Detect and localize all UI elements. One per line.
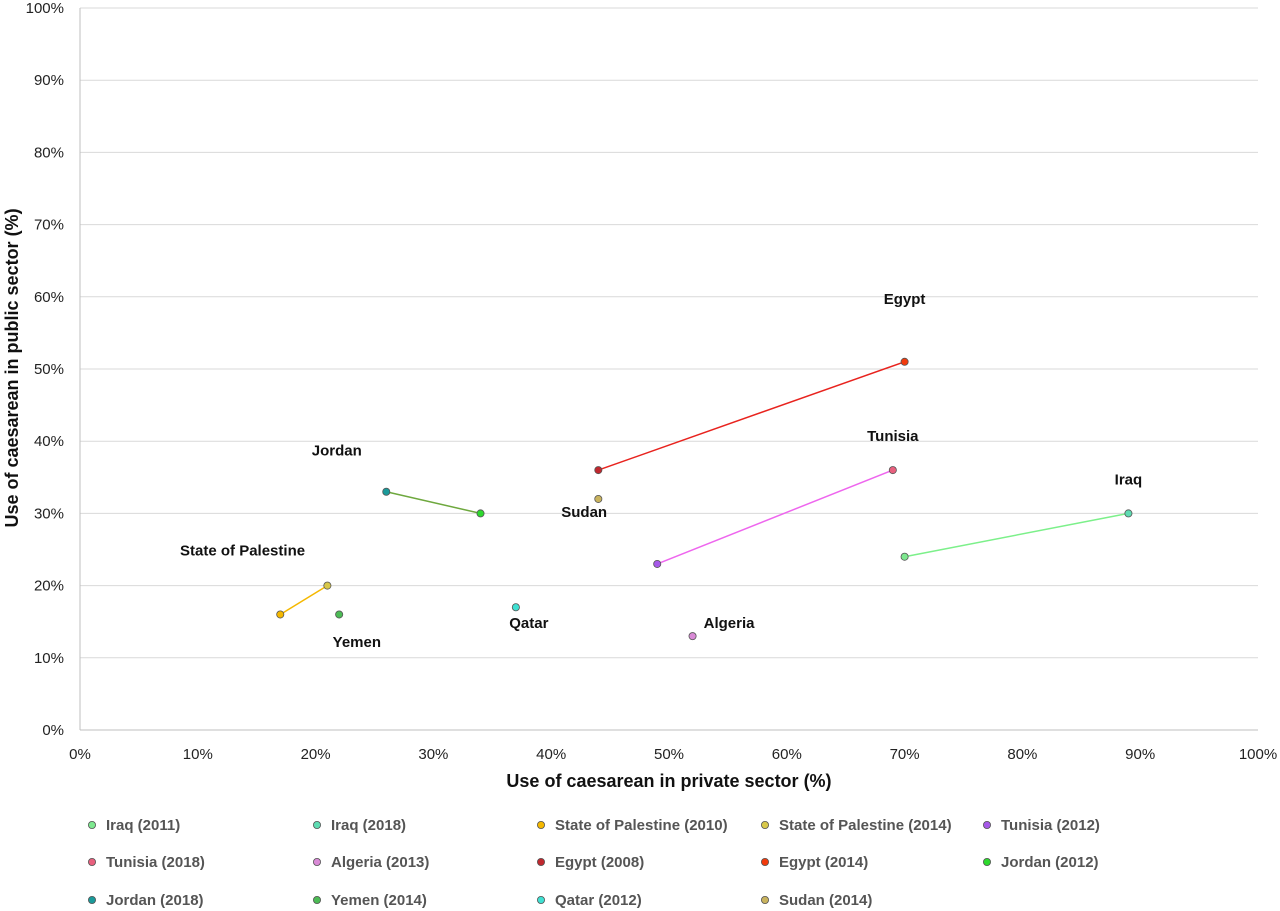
x-tick-label: 20% [301,746,331,763]
point-egypt-2014 [900,357,909,366]
y-axis-title: Use of caesarean in public sector (%) [2,208,22,527]
country-label: Iraq [1115,472,1143,489]
connector-line [904,512,1129,558]
legend-label: Egypt (2014) [779,854,868,871]
point-sudan-2014 [594,494,603,503]
country-label: Yemen [333,634,381,651]
axes [79,8,1258,731]
y-tick-label: 70% [34,217,64,234]
point-iraq-2011 [900,552,909,561]
legend-marker [537,896,546,905]
x-tick-label: 80% [1007,746,1037,763]
legend-label: Tunisia (2018) [106,854,205,871]
country-label: Egypt [884,291,926,308]
country-label: Jordan [312,443,362,460]
country-label: Algeria [704,615,756,632]
legend-marker [312,896,321,905]
y-tick-label: 20% [34,578,64,595]
tick-labels: 0% 10% 20% 30% 40% 50% 60% 70% 80% 90% 100% 0% 10% 20… [26,0,1278,763]
point-tunisia-2012 [653,559,662,568]
point-yemen-2014 [335,610,344,619]
y-tick-label: 30% [34,505,64,522]
x-tick-label: 100% [1239,746,1277,763]
point-egypt-2008 [594,466,603,475]
point-tunisia-2018 [888,466,897,475]
legend-label: Egypt (2008) [555,854,644,871]
point-qatar-2012 [511,603,520,612]
y-tick-label: 90% [34,72,64,89]
country-label: Qatar [509,615,548,632]
x-tick-label: 70% [890,746,920,763]
legend-marker [983,858,992,867]
legend-marker [761,858,770,867]
legend-marker [88,858,97,867]
x-tick-label: 50% [654,746,684,763]
legend-label: Iraq (2011) [106,817,180,834]
x-tick-label: 60% [772,746,802,763]
country-label: State of Palestine [180,542,305,559]
y-tick-label: 0% [42,722,64,739]
y-tick-label: 100% [26,0,64,17]
point-iraq-2018 [1124,509,1133,518]
x-tick-label: 10% [183,746,213,763]
point-algeria-2013 [688,632,697,641]
legend-label: Tunisia (2012) [1001,817,1100,834]
point-jordan-2018 [382,487,391,496]
x-tick-label: 90% [1125,746,1155,763]
legend-label: Jordan (2012) [1001,854,1099,871]
legend-marker [312,858,321,867]
y-tick-label: 60% [34,289,64,306]
legend-label: Sudan (2014) [779,892,872,909]
connector-line [279,584,328,616]
legend: Iraq (2011) Iraq (2018) State of Palestine… [88,817,1100,909]
connector-line [656,469,894,565]
legend-marker [761,896,770,905]
x-tick-label: 0% [69,746,91,763]
legend-label: Qatar (2012) [555,892,642,909]
legend-label: State of Palestine (2010) [555,817,728,834]
point-state-of-palestine-2010 [276,610,285,619]
connector-line [598,361,905,471]
legend-label: Yemen (2014) [331,892,427,909]
country-label: Sudan [561,504,607,521]
x-tick-label: 40% [536,746,566,763]
legend-marker [312,821,321,830]
legend-marker [983,821,992,830]
connector-line [386,491,481,515]
legend-label: Jordan (2018) [106,892,204,909]
legend-marker [537,821,546,830]
y-tick-label: 40% [34,433,64,450]
y-tick-label: 50% [34,361,64,378]
data-points [276,357,1133,641]
legend-label: State of Palestine (2014) [779,817,952,834]
legend-marker [88,821,97,830]
gridlines [80,7,1258,659]
country-label: Tunisia [867,428,919,445]
point-state-of-palestine-2014 [323,581,332,590]
y-tick-label: 10% [34,650,64,667]
country-annotations: Egypt Tunisia Iraq Jordan Sudan State of Pale… [180,291,1142,651]
legend-marker [761,821,770,830]
x-axis-title: Use of caesarean in private sector (%) [506,771,831,791]
x-tick-label: 30% [418,746,448,763]
legend-label: Iraq (2018) [331,817,406,834]
y-tick-label: 80% [34,144,64,161]
legend-marker [537,858,546,867]
legend-label: Algeria (2013) [331,854,429,871]
connector-lines [279,361,1129,616]
point-jordan-2012 [476,509,485,518]
legend-marker [88,896,97,905]
